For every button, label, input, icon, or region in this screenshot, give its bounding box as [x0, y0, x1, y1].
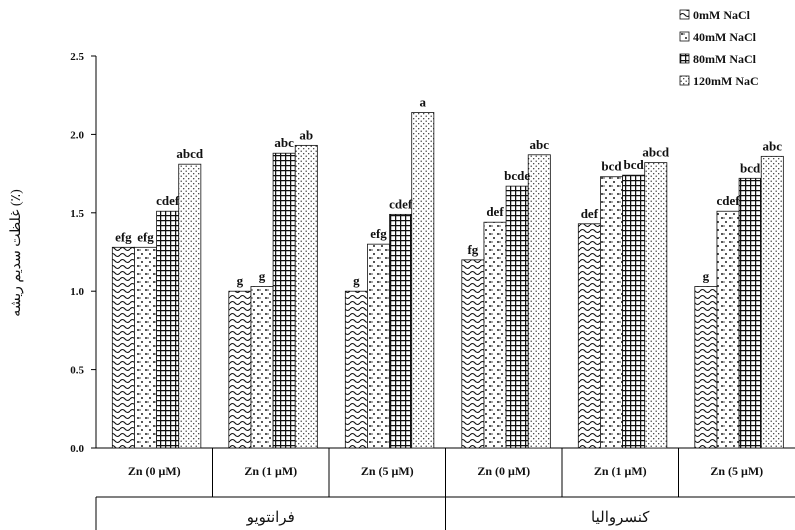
- legend-swatch: [679, 9, 690, 20]
- bar: [505, 185, 529, 449]
- bar: [367, 243, 390, 449]
- bar-significance-label: g: [703, 268, 710, 283]
- legend-swatch: [679, 31, 690, 42]
- legend-label: 120mM NaC: [693, 74, 759, 88]
- bar-significance-label: def: [581, 206, 599, 221]
- legend-swatch: [679, 75, 690, 86]
- bar: [250, 286, 274, 449]
- legend-swatch: [679, 53, 690, 64]
- x-separators: [212, 448, 679, 497]
- bar-significance-label: bcde: [504, 168, 530, 183]
- bar-significance-label: g: [353, 273, 360, 288]
- bar: [716, 210, 740, 449]
- bar: [622, 174, 646, 449]
- y-tick-label: 2.0: [70, 129, 84, 141]
- bar: [272, 152, 296, 449]
- bar: [577, 223, 601, 449]
- bar-significance-label: bcd: [601, 159, 622, 174]
- bar: [389, 213, 413, 449]
- bar-significance-label: abc: [274, 135, 294, 150]
- bar-significance-label: abc: [530, 137, 550, 152]
- bar-significance-label: abcd: [176, 146, 204, 161]
- bar-significance-label: def: [486, 204, 504, 219]
- bar: [738, 177, 762, 449]
- bar-significance-label: cdef: [716, 193, 740, 208]
- x-category-label: Zn (0 μM): [477, 464, 530, 478]
- bar: [600, 176, 623, 449]
- bar-significance-label: cdef: [389, 196, 413, 211]
- bar-significance-label: efg: [370, 226, 387, 241]
- bar-significance-label: efg: [137, 229, 154, 244]
- bar-significance-label: g: [237, 273, 244, 288]
- y-tick-label: 1.0: [70, 286, 84, 298]
- legend-label: 80mM NaCl: [693, 52, 757, 66]
- legend-label: 40mM NaCl: [693, 30, 757, 44]
- legend: 0mM NaCl 40mM NaCl 80mM NaCl 120mM NaC: [679, 8, 759, 88]
- y-tick-label: 0.5: [70, 365, 84, 377]
- bar-significance-label: abc: [763, 138, 783, 153]
- bar-significance-label: ab: [299, 127, 313, 142]
- bar: [411, 112, 435, 449]
- bar: [527, 154, 551, 449]
- group-label: فرانتویو: [246, 510, 295, 526]
- bar: [228, 290, 252, 449]
- bar: [644, 162, 668, 449]
- y-tick-label: 2.5: [70, 51, 84, 63]
- y-ticks: 0.0 0.5 1.0 1.5 2.0 2.5: [70, 51, 96, 455]
- group-label: کنسروالیا: [591, 510, 650, 526]
- y-tick-label: 1.5: [70, 208, 84, 220]
- x-category-label: Zn (1 μM): [594, 464, 647, 478]
- bar: [294, 144, 318, 449]
- y-tick-label: 0.0: [70, 443, 84, 455]
- x-category-label: Zn (5 μM): [361, 464, 414, 478]
- x-category-labels: Zn (0 μM) Zn (1 μM) Zn (5 μM) Zn (0 μM) Zn (…: [128, 464, 763, 478]
- bar: [134, 246, 157, 449]
- legend-label: 0mM NaCl: [693, 8, 751, 22]
- bar-significance-label: g: [259, 268, 266, 283]
- bar: [760, 155, 784, 449]
- bar: [483, 221, 507, 449]
- x-category-label: Zn (1 μM): [244, 464, 297, 478]
- bar-significance-label: fg: [467, 242, 478, 257]
- bars: [111, 112, 784, 449]
- bar-significance-label: abcd: [642, 145, 670, 160]
- bar-significance-label: cdef: [156, 193, 180, 208]
- bar-significance-label: a: [420, 94, 427, 109]
- bar: [111, 246, 135, 449]
- bar: [461, 259, 485, 449]
- bar-significance-label: bcd: [624, 157, 645, 172]
- bar: [156, 210, 180, 449]
- bar: [694, 286, 718, 449]
- bar: [344, 290, 368, 449]
- group-labels: فرانتویو کنسروالیا: [95, 497, 650, 530]
- y-axis-label: غلظت سدیم ریشه (٪): [9, 189, 24, 317]
- bar: [178, 163, 202, 449]
- x-category-label: Zn (5 μM): [710, 464, 763, 478]
- bar-significance-label: efg: [115, 229, 132, 244]
- bar-significance-label: bcd: [740, 160, 761, 175]
- x-category-label: Zn (0 μM): [128, 464, 181, 478]
